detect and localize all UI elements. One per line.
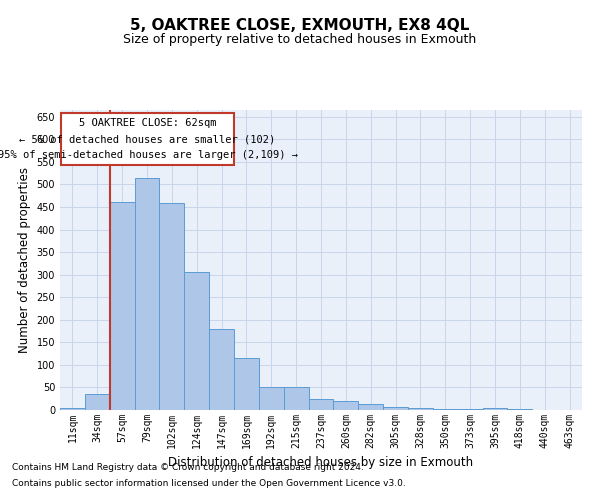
Bar bbox=[458, 409, 482, 410]
Bar bbox=[334, 401, 358, 410]
X-axis label: Distribution of detached houses by size in Exmouth: Distribution of detached houses by size … bbox=[169, 456, 473, 469]
Bar bbox=[433, 408, 458, 410]
Bar bbox=[184, 272, 209, 410]
Bar bbox=[259, 388, 284, 410]
Bar bbox=[60, 408, 85, 410]
Bar bbox=[61, 113, 234, 165]
Bar bbox=[160, 204, 184, 410]
Bar bbox=[308, 398, 334, 410]
Bar bbox=[134, 178, 160, 410]
Text: 5 OAKTREE CLOSE: 62sqm: 5 OAKTREE CLOSE: 62sqm bbox=[79, 118, 217, 128]
Bar bbox=[408, 408, 433, 410]
Bar bbox=[383, 407, 408, 410]
Bar bbox=[358, 404, 383, 410]
Text: 5, OAKTREE CLOSE, EXMOUTH, EX8 4QL: 5, OAKTREE CLOSE, EXMOUTH, EX8 4QL bbox=[130, 18, 470, 32]
Text: 95% of semi-detached houses are larger (2,109) →: 95% of semi-detached houses are larger (… bbox=[0, 150, 298, 160]
Bar bbox=[85, 394, 110, 410]
Y-axis label: Number of detached properties: Number of detached properties bbox=[18, 167, 31, 353]
Bar bbox=[209, 329, 234, 410]
Bar bbox=[110, 202, 134, 410]
Text: ← 5% of detached houses are smaller (102): ← 5% of detached houses are smaller (102… bbox=[19, 134, 276, 144]
Bar bbox=[284, 388, 308, 410]
Text: Contains public sector information licensed under the Open Government Licence v3: Contains public sector information licen… bbox=[12, 478, 406, 488]
Text: Size of property relative to detached houses in Exmouth: Size of property relative to detached ho… bbox=[124, 32, 476, 46]
Bar bbox=[482, 408, 508, 410]
Bar bbox=[508, 409, 532, 410]
Text: Contains HM Land Registry data © Crown copyright and database right 2024.: Contains HM Land Registry data © Crown c… bbox=[12, 464, 364, 472]
Bar bbox=[234, 358, 259, 410]
